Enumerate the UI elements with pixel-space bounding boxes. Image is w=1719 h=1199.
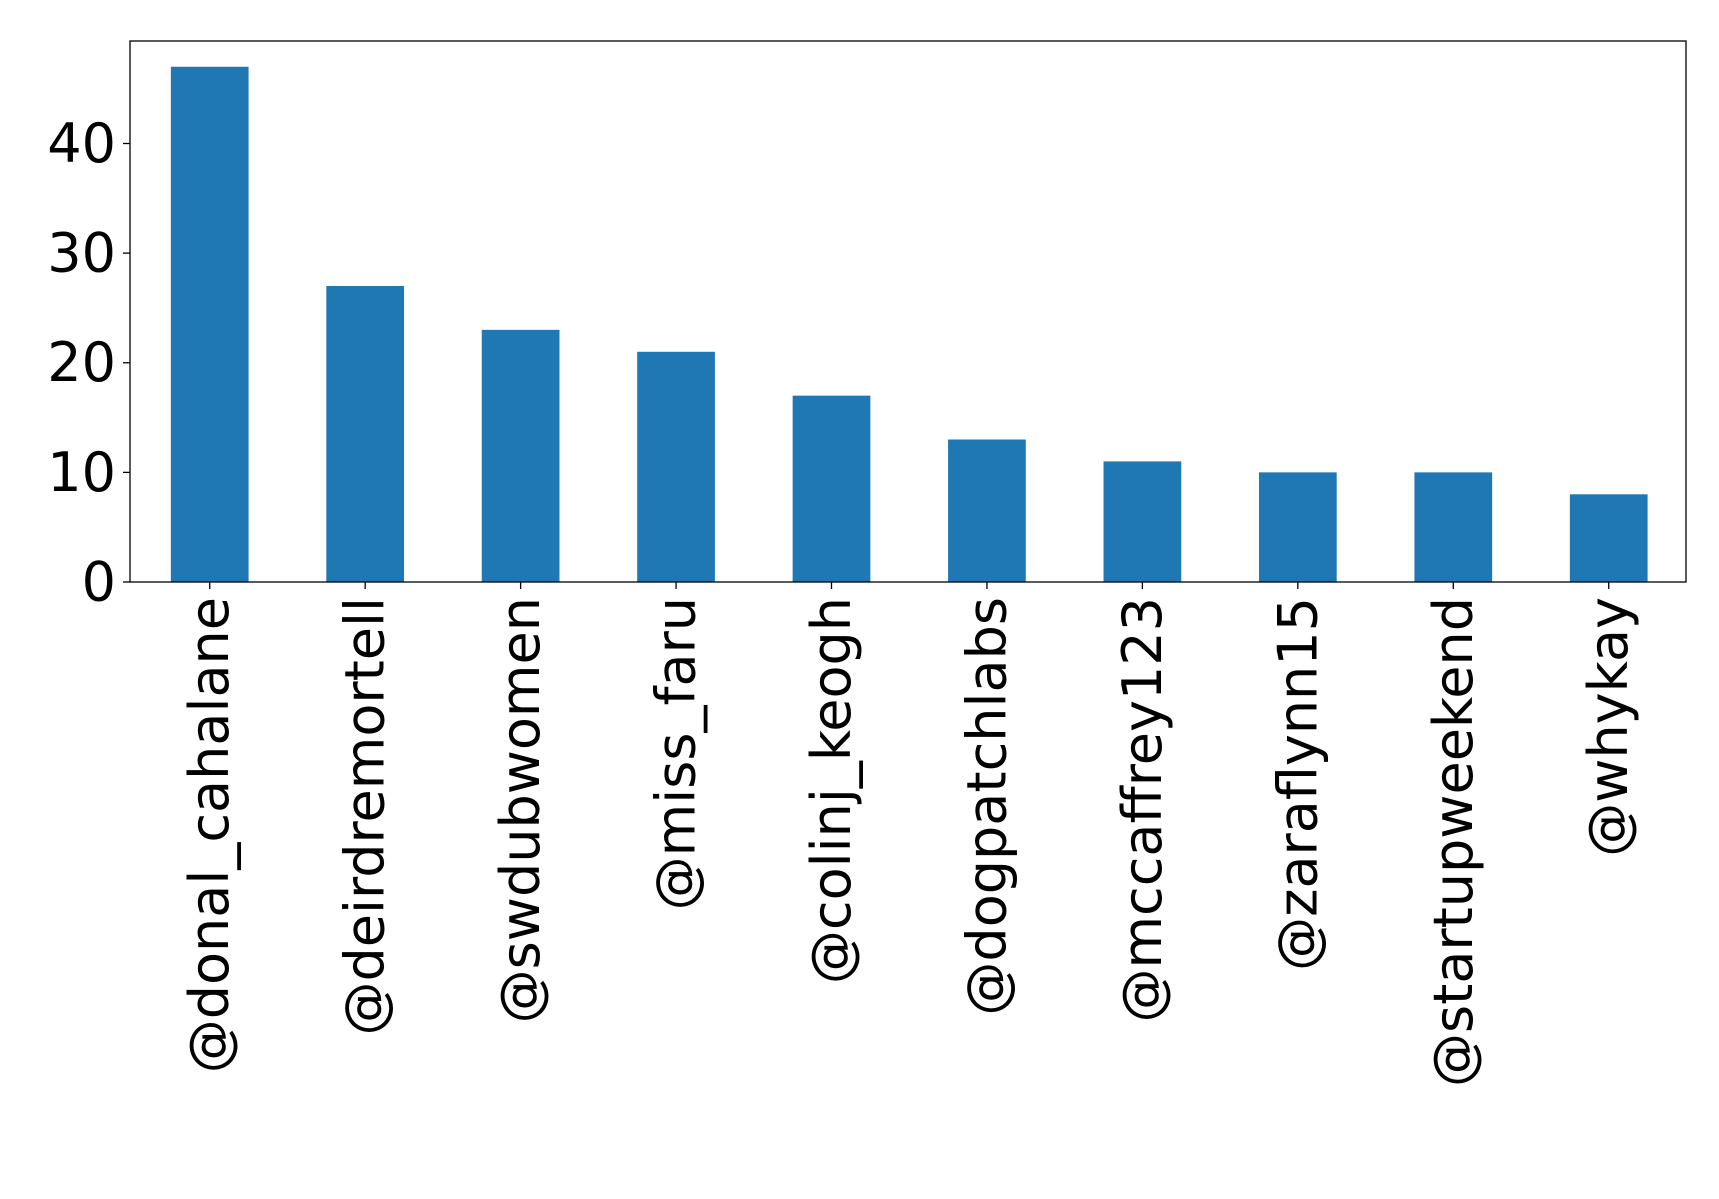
y-tick-label: 10 [47,441,116,504]
bar-donal_cahalane [170,66,249,582]
bar-colinj_keogh [792,395,871,582]
x-tick-label: @dogpatchlabs [955,597,1018,1016]
x-tick-label: @colinj_keogh [800,597,863,984]
bar-miss_faru [637,351,715,582]
bar-whykay [1569,494,1648,582]
bars-layer [170,66,1648,582]
x-tick-label: @donal_cahalane [178,597,241,1073]
y-tick-label: 20 [47,331,116,394]
x-tick-label: @startupweekend [1422,597,1485,1087]
y-tick-label: 30 [47,222,116,285]
x-tick-label: @zaraflynn15 [1266,597,1329,971]
bar-dogpatchlabs [948,439,1026,582]
bar-swdubwomen [481,329,560,582]
y-axis: 0 10 20 30 40 [47,112,130,614]
x-axis: @donal_cahalane @deirdremortell @swdubwome… [178,582,1640,1087]
bar-zaraflynn15 [1258,472,1337,582]
bar-startupweekend [1414,472,1493,582]
x-tick-label: @whykay [1577,597,1640,857]
x-tick-label: @deirdremortell [334,597,397,1036]
x-tick-label: @swdubwomen [489,597,552,1023]
y-tick-label: 40 [47,112,116,175]
plot-frame [129,40,1687,583]
x-tick-label: @mccaffrey123 [1111,597,1174,1023]
y-tick-label: 0 [82,551,116,614]
bar-deirdremortell [326,286,405,582]
bar-mccaffrey123 [1103,461,1182,582]
x-tick-label: @miss_faru [645,597,708,910]
